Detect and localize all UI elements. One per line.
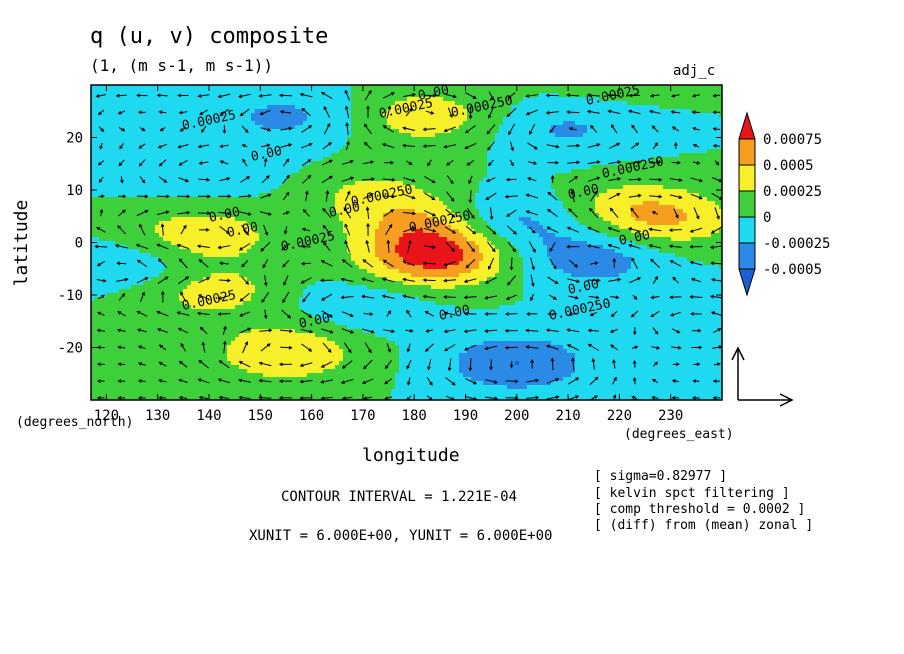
heatmap-field bbox=[91, 85, 722, 400]
note-threshold: [ comp threshold = 0.0002 ] bbox=[594, 502, 806, 517]
colorbar-swatch bbox=[738, 216, 756, 244]
colorbar-legend: 0.00075 0.0005 0.00025 0 -0.00025 -0.0005 bbox=[738, 111, 830, 297]
contour-label: 0.00 bbox=[417, 83, 451, 104]
reference-vector-icon bbox=[731, 346, 794, 407]
x-tick-label: 230 bbox=[658, 408, 683, 424]
x-tick-label: 200 bbox=[504, 408, 529, 424]
x-tick-label: 160 bbox=[299, 408, 324, 424]
x-tick-label: 140 bbox=[196, 408, 221, 424]
vector-units-text: XUNIT = 6.000E+00, YUNIT = 6.000E+00 bbox=[249, 528, 553, 544]
x-axis: 120 130 140 150 160 170 180 190 200 210 220 230 bbox=[94, 85, 683, 424]
colorbar-label: 0.0005 bbox=[763, 158, 814, 174]
x-tick-label: 210 bbox=[555, 408, 580, 424]
contour-label: 0.00 bbox=[226, 220, 260, 241]
y-unit-label: (degrees_north) bbox=[16, 415, 134, 430]
x-tick-label: 180 bbox=[402, 408, 427, 424]
x-axis-label: longitude bbox=[362, 445, 460, 466]
y-tick-label: -20 bbox=[58, 341, 83, 357]
contour-label: 0.00 bbox=[567, 277, 601, 298]
contour-interval-text: CONTOUR INTERVAL = 1.221E-04 bbox=[281, 489, 518, 505]
note-zonal: [ (diff) from (mean) zonal ] bbox=[594, 518, 814, 533]
colorbar-swatch bbox=[738, 138, 756, 166]
colorbar-swatch bbox=[738, 242, 756, 270]
chart-subtitle: (1, (m s-1, m s-1)) bbox=[90, 56, 274, 75]
x-tick-label: 150 bbox=[248, 408, 273, 424]
wind-vectors bbox=[94, 89, 722, 400]
x-tick-label: 220 bbox=[607, 408, 632, 424]
contour-label: 0.00 bbox=[567, 182, 601, 203]
contour-label: 0.00 bbox=[298, 311, 332, 332]
y-tick-label: 20 bbox=[66, 131, 83, 147]
y-tick-label: -10 bbox=[58, 288, 83, 304]
x-tick-label: 190 bbox=[453, 408, 478, 424]
colorbar-swatch bbox=[738, 111, 756, 140]
contour-label: 0.00 bbox=[250, 144, 284, 165]
colorbar-label: -0.0005 bbox=[763, 262, 822, 278]
contour-label: 0.00 bbox=[208, 205, 242, 226]
corner-label: adj_c bbox=[673, 63, 716, 79]
y-tick-label: 0 bbox=[75, 236, 83, 252]
x-tick-label: 120 bbox=[94, 408, 119, 424]
contour-label: 0.00 bbox=[438, 303, 472, 324]
x-tick-label: 130 bbox=[145, 408, 170, 424]
chart-title: q (u, v) composite bbox=[90, 24, 329, 49]
contour-label: 0.00 bbox=[328, 200, 362, 221]
colorbar-swatch bbox=[738, 190, 756, 218]
y-tick-label: 10 bbox=[66, 183, 83, 199]
x-tick-label: 170 bbox=[350, 408, 375, 424]
colorbar-label: 0 bbox=[763, 210, 771, 226]
contour-label: 0.00 bbox=[618, 228, 652, 249]
colorbar-label: 0.00025 bbox=[763, 184, 822, 200]
y-axis-label: latitude bbox=[11, 199, 32, 287]
note-filtering: [ kelvin spct filtering ] bbox=[594, 486, 790, 501]
x-unit-label: (degrees_east) bbox=[624, 427, 734, 442]
colorbar-swatch bbox=[738, 268, 756, 297]
colorbar-swatch bbox=[738, 164, 756, 192]
note-sigma: [ sigma=0.82977 ] bbox=[594, 469, 728, 484]
y-axis: 20 10 0 -10 -20 bbox=[58, 131, 722, 357]
colorbar-label: -0.00025 bbox=[763, 236, 830, 252]
colorbar-label: 0.00075 bbox=[763, 132, 822, 148]
